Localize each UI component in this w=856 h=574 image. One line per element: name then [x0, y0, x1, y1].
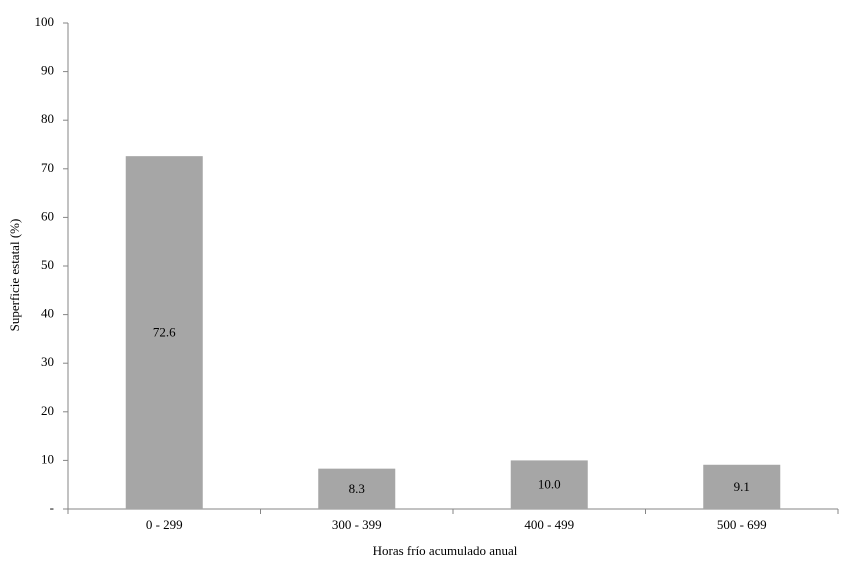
y-tick-label: 50 — [41, 257, 54, 272]
y-tick-label: 30 — [41, 354, 54, 369]
bar — [510, 460, 588, 509]
x-tick-label: 300 - 399 — [332, 517, 382, 532]
bar — [125, 156, 203, 509]
x-tick-label: 0 - 299 — [146, 517, 183, 532]
y-tick-label: 80 — [41, 111, 54, 126]
bar — [318, 468, 396, 509]
y-tick-label: 100 — [35, 14, 55, 29]
y-axis-title: Superficie estatal (%) — [7, 219, 22, 332]
y-tick-label: 60 — [41, 208, 54, 223]
y-tick-label: 90 — [41, 63, 54, 78]
y-tick-label: - — [50, 500, 54, 515]
value-label: 10.0 — [538, 477, 561, 492]
x-tick-label: 500 - 699 — [717, 517, 767, 532]
x-axis-title: Horas frío acumulado anual — [373, 543, 518, 558]
value-label: 72.6 — [153, 325, 176, 340]
y-tick-label: 20 — [41, 403, 54, 418]
y-tick-label: 70 — [41, 160, 54, 175]
value-label: 9.1 — [734, 479, 750, 494]
x-tick-label: 400 - 499 — [524, 517, 574, 532]
value-label: 8.3 — [349, 481, 365, 496]
y-tick-label: 10 — [41, 451, 54, 466]
y-tick-label: 40 — [41, 306, 54, 321]
bar — [703, 464, 781, 509]
